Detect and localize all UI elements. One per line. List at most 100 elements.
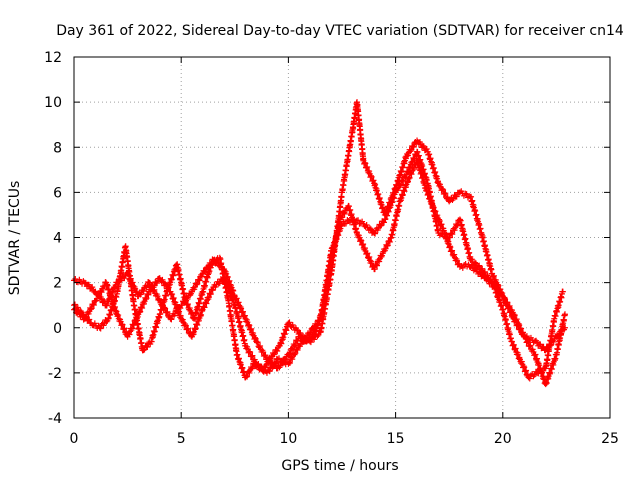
data-point	[498, 292, 505, 299]
data-point	[198, 273, 205, 280]
x-tick-label: 20	[494, 431, 512, 447]
data-point	[509, 342, 516, 349]
data-point	[216, 279, 223, 286]
data-point	[366, 253, 373, 260]
data-point	[479, 265, 486, 272]
data-point	[130, 322, 137, 329]
data-point	[258, 363, 265, 370]
data-point	[209, 287, 216, 294]
data-point	[386, 238, 393, 245]
data-point	[316, 318, 323, 325]
data-point	[132, 285, 139, 292]
data-point	[186, 305, 193, 312]
data-point	[184, 301, 191, 308]
data-point	[314, 333, 321, 340]
data-point	[143, 295, 150, 302]
data-point	[276, 355, 283, 362]
data-point	[518, 358, 525, 365]
data-point	[292, 350, 299, 357]
data-point	[247, 326, 254, 333]
data-point	[451, 251, 458, 258]
data-point	[439, 185, 446, 192]
data-point	[193, 281, 200, 288]
data-point	[207, 290, 214, 297]
data-point	[246, 322, 253, 329]
data-point	[138, 291, 144, 298]
data-point	[251, 356, 258, 363]
data-point	[248, 365, 255, 372]
x-tick-label: 10	[279, 431, 297, 447]
data-point	[526, 375, 533, 382]
data-point	[119, 321, 126, 328]
data-point	[247, 349, 254, 356]
data-point	[211, 256, 218, 263]
data-point	[355, 217, 362, 224]
data-point	[195, 276, 202, 283]
data-point	[165, 284, 172, 291]
data-point	[103, 302, 110, 309]
data-point	[360, 241, 367, 248]
data-point	[394, 187, 401, 194]
data-point	[403, 168, 410, 175]
data-point	[310, 326, 317, 333]
data-point	[400, 178, 407, 185]
data-point	[411, 155, 418, 162]
data-point	[286, 359, 293, 366]
data-point	[196, 277, 203, 284]
data-point	[307, 339, 314, 346]
data-point	[456, 189, 463, 196]
data-point	[537, 341, 544, 348]
data-point	[161, 304, 168, 311]
data-point	[121, 275, 128, 282]
data-point	[510, 341, 517, 348]
data-point	[521, 333, 528, 340]
data-point	[366, 225, 373, 232]
data-point	[454, 257, 461, 264]
data-point	[289, 356, 296, 363]
data-point	[291, 351, 298, 358]
data-point	[126, 331, 133, 338]
data-point	[544, 346, 551, 353]
data-point	[523, 333, 530, 340]
data-point	[495, 285, 502, 292]
data-point	[490, 272, 497, 279]
data-point	[446, 234, 453, 241]
data-point	[364, 163, 371, 170]
data-point	[377, 222, 384, 229]
data-point	[363, 164, 370, 171]
data-point	[129, 325, 136, 332]
data-point	[239, 308, 246, 315]
data-point	[359, 241, 366, 248]
data-point	[286, 351, 293, 358]
data-point	[127, 275, 134, 282]
series-trace-2	[71, 99, 568, 388]
data-point	[517, 325, 524, 332]
data-point	[205, 294, 212, 301]
data-point	[361, 159, 368, 166]
data-point	[120, 326, 127, 333]
data-point	[274, 347, 281, 354]
data-point	[387, 235, 394, 242]
data-point	[238, 309, 245, 316]
data-point	[121, 325, 128, 332]
data-point	[509, 312, 516, 319]
data-point	[490, 273, 497, 280]
data-point	[384, 242, 391, 249]
data-point	[184, 296, 191, 303]
data-point	[142, 296, 149, 303]
data-point	[201, 304, 208, 311]
data-point	[420, 143, 427, 150]
data-point	[159, 299, 166, 306]
data-point	[341, 210, 348, 217]
data-point	[307, 329, 314, 336]
data-point	[248, 325, 255, 332]
data-point	[134, 313, 141, 320]
data-point	[397, 182, 404, 189]
data-point	[358, 237, 365, 244]
data-point	[449, 247, 456, 254]
data-point	[233, 295, 240, 302]
data-point	[129, 321, 136, 328]
data-point	[154, 280, 161, 287]
data-point	[505, 304, 512, 311]
